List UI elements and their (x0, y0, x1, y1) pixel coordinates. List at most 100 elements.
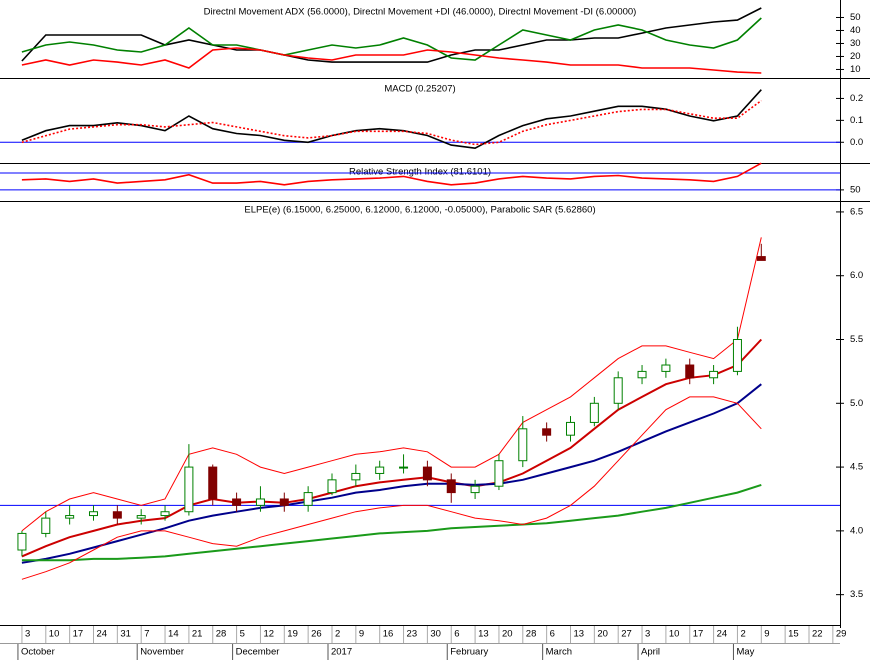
month-label: February (450, 647, 488, 658)
x-tick-label: 9 (359, 629, 364, 640)
candle-body (208, 466, 218, 500)
panel-title: MACD (0.25207) (384, 84, 455, 95)
candle-body (88, 511, 98, 517)
x-tick-label: 10 (49, 629, 60, 640)
candle-body (637, 370, 647, 379)
panel-title: Relative Strength Index (81.6101) (349, 167, 491, 178)
candle-body (17, 532, 27, 551)
candle-body (661, 364, 671, 372)
y-tick-label: 4.0 (850, 525, 863, 536)
x-tick-label: 19 (287, 629, 298, 640)
candle-body (136, 515, 146, 519)
candle-body (303, 492, 313, 506)
candle-body (542, 428, 552, 436)
series-line (21, 483, 762, 562)
month-label: December (236, 647, 280, 658)
candle-body (446, 479, 456, 494)
candle-body (756, 256, 766, 261)
candle-body (732, 339, 742, 372)
x-tick-label: 21 (192, 629, 203, 640)
candle-body (589, 402, 599, 423)
y-tick-label: 3.5 (850, 589, 863, 600)
x-tick-label: 20 (597, 629, 608, 640)
candle-body (160, 511, 170, 517)
x-tick-label: 22 (812, 629, 823, 640)
x-tick-label: 14 (168, 629, 179, 640)
candle-body (255, 498, 265, 506)
candle-body (375, 466, 385, 474)
y-tick-label: 5.0 (850, 398, 863, 409)
y-tick-label: 6.0 (850, 270, 863, 281)
month-label: April (641, 647, 660, 658)
x-tick-label: 27 (621, 629, 632, 640)
x-tick-label: 29 (836, 629, 847, 640)
series-line (21, 89, 762, 150)
x-tick-label: 3 (25, 629, 30, 640)
series-line (21, 383, 762, 564)
y-tick-label: 0.0 (850, 137, 863, 148)
series-line (21, 162, 762, 186)
x-tick-label: 13 (478, 629, 489, 640)
series-line (21, 47, 762, 74)
x-tick-label: 28 (526, 629, 537, 640)
candle-body (184, 466, 194, 513)
candle-body (685, 364, 695, 379)
x-tick-label: 28 (216, 629, 227, 640)
y-tick-label: 50 (850, 184, 861, 195)
series-line (21, 7, 762, 63)
month-label: October (21, 647, 55, 658)
candle-body (613, 377, 623, 404)
x-tick-label: 5 (240, 629, 245, 640)
series-line (21, 99, 762, 146)
month-label: May (736, 647, 754, 658)
x-tick-label: 9 (764, 629, 769, 640)
panel-title: Directnl Movement ADX (56.0000), Directn… (204, 7, 637, 18)
candle-body (470, 485, 480, 494)
y-tick-label: 10 (850, 64, 861, 75)
series-line (21, 396, 762, 580)
x-tick-label: 12 (263, 629, 274, 640)
x-tick-label: 20 (502, 629, 513, 640)
panel-title: ELPE(e) (6.15000, 6.25000, 6.12000, 6.12… (244, 205, 595, 216)
y-tick-label: 50 (850, 12, 861, 23)
y-tick-label: 30 (850, 38, 861, 49)
x-tick-label: 23 (407, 629, 418, 640)
x-tick-label: 30 (430, 629, 441, 640)
x-tick-label: 15 (788, 629, 799, 640)
x-tick-label: 7 (144, 629, 149, 640)
x-tick-label: 13 (573, 629, 584, 640)
x-tick-label: 26 (311, 629, 322, 640)
x-tick-label: 10 (669, 629, 680, 640)
x-tick-label: 17 (693, 629, 704, 640)
candle-body (565, 421, 575, 436)
x-tick-label: 6 (454, 629, 459, 640)
x-tick-label: 16 (383, 629, 394, 640)
month-label: November (140, 647, 184, 658)
candle-body (494, 460, 504, 487)
y-tick-label: 0.2 (850, 93, 863, 104)
candle-body (232, 498, 242, 506)
x-tick-label: 6 (550, 629, 555, 640)
y-tick-label: 40 (850, 25, 861, 36)
x-tick-label: 2 (740, 629, 745, 640)
candle-body (399, 466, 409, 469)
y-tick-label: 20 (850, 51, 861, 62)
candle-body (351, 472, 361, 481)
series-line (21, 237, 762, 532)
x-tick-label: 24 (717, 629, 728, 640)
candle-body (518, 428, 528, 462)
candle-body (41, 517, 51, 534)
x-tick-label: 17 (73, 629, 84, 640)
candle-body (65, 515, 75, 519)
x-tick-label: 31 (120, 629, 131, 640)
series-line (21, 338, 763, 558)
candle-body (422, 466, 432, 481)
y-tick-label: 4.5 (850, 462, 863, 473)
month-label: 2017 (331, 647, 352, 658)
candle-body (112, 511, 122, 519)
x-tick-label: 2 (335, 629, 340, 640)
x-tick-label: 24 (96, 629, 107, 640)
month-label: March (546, 647, 572, 658)
